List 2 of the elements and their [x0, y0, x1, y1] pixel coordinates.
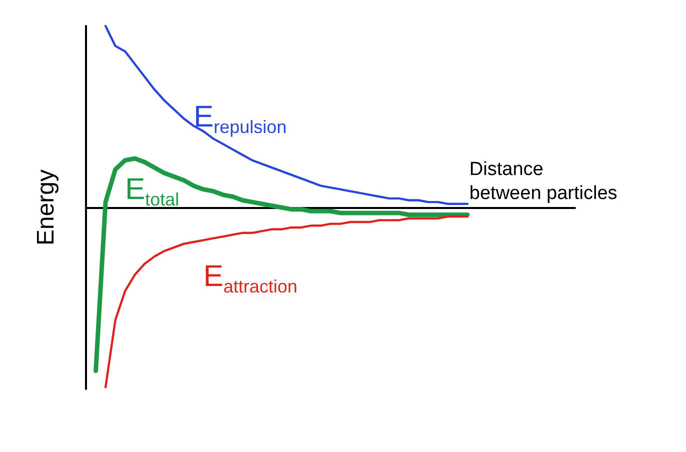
y-axis-title: Energy — [32, 169, 60, 246]
x-axis-title: Distance between particles — [469, 159, 618, 204]
